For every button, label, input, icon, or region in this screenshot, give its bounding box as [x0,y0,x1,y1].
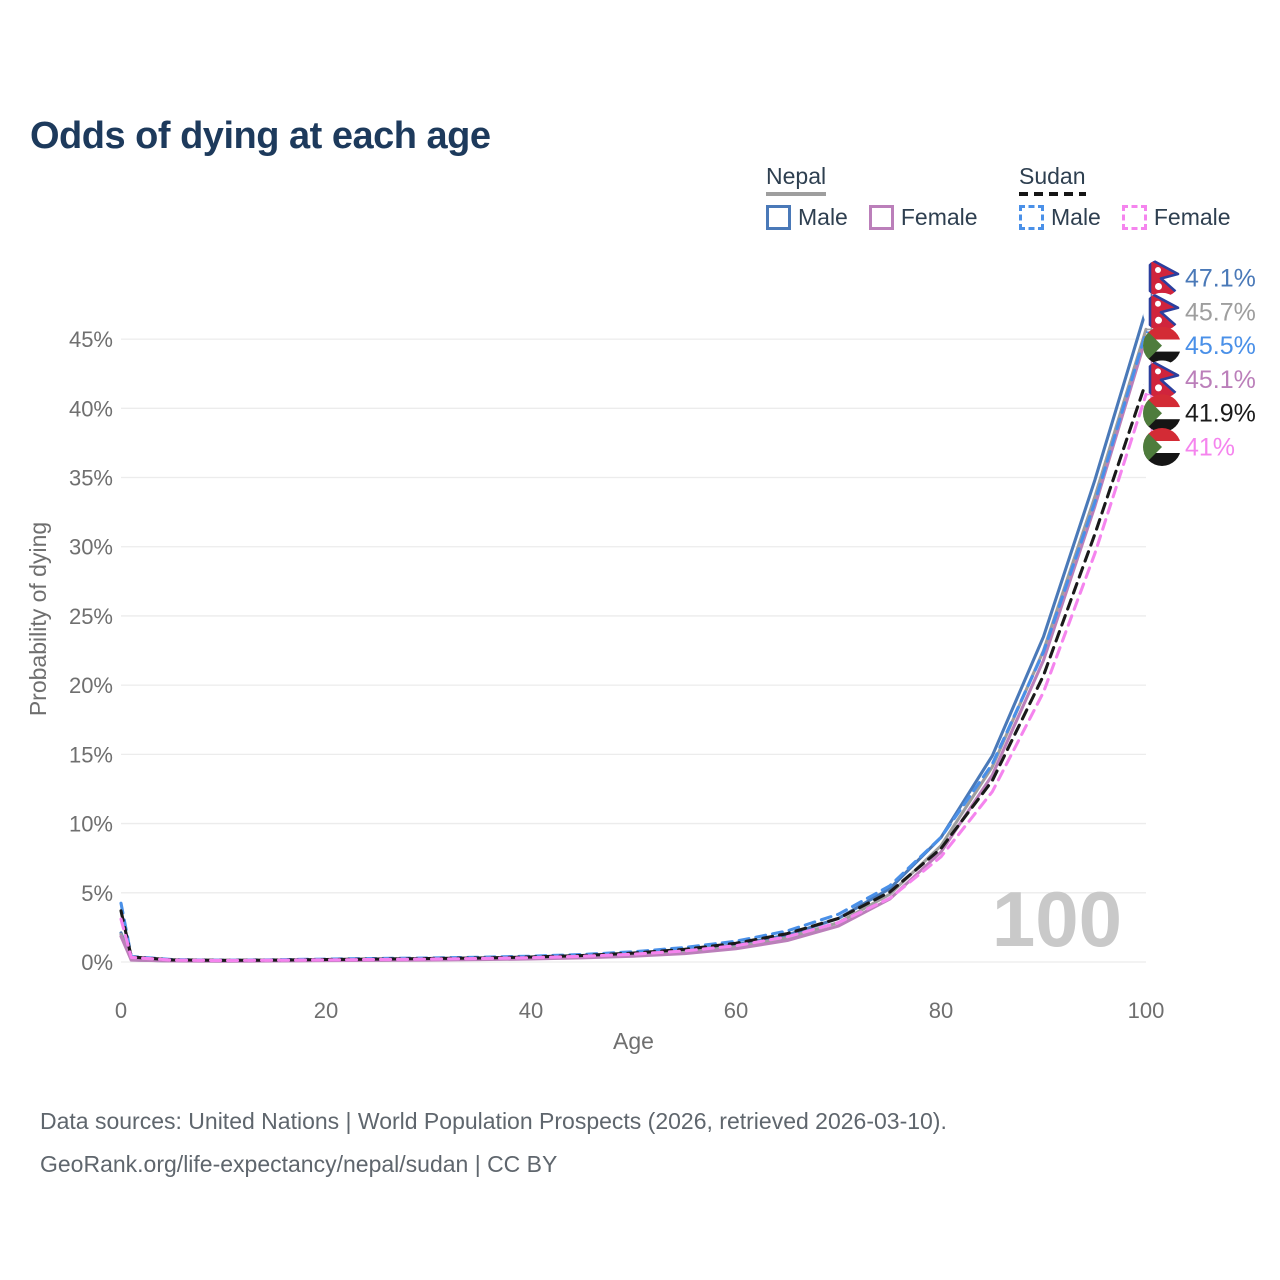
end-label-sudan-female: 41% [1185,434,1235,462]
legend-sudan-items: Male Female [1019,205,1252,230]
attribution-line: GeoRank.org/life-expectancy/nepal/sudan … [40,1151,558,1177]
legend-nepal-label: Nepal [766,163,827,189]
end-label-sudan-male: 45.5% [1185,332,1256,360]
age-watermark: 100 [992,875,1122,963]
y-tick-35: 35% [69,466,113,491]
nepal-flag-icon [1143,292,1181,331]
nepal-flag-icon [1143,360,1181,399]
nepal-line-style-swatch [766,192,827,196]
legend-nepal-items: Male Female [766,205,999,230]
nepal-flag-icon [1143,259,1181,297]
end-label-sudan-all: 41.9% [1185,400,1256,428]
sudan-flag-green-triangle [1143,428,1162,466]
end-label-nepal-all: 45.7% [1185,298,1256,326]
line-nepal-female[interactable] [119,336,1148,963]
x-tick-40: 40 [519,998,543,1023]
sudan-flag-icon [1143,428,1181,466]
y-tick-25: 25% [69,604,113,629]
line-nepal-all[interactable] [119,327,1148,963]
sudan-male-label[interactable]: Male [1051,204,1101,230]
nepal-flag-sun [1155,283,1162,290]
sudan-line-style-swatch [1019,192,1086,196]
sudan-female-swatch[interactable] [1121,205,1147,230]
line-sudan-male[interactable] [119,330,1148,962]
sudan-female-label[interactable]: Female [1153,204,1231,230]
y-axis-label: Probability of dying [25,522,51,716]
sudan-flag-icon [1143,394,1181,433]
x-tick-80: 80 [929,998,953,1023]
sudan-flag-green-triangle [1143,326,1162,365]
nepal-female-swatch[interactable] [868,205,894,230]
x-tick-0: 0 [115,998,127,1023]
y-tick-45: 45% [69,327,113,352]
data-source-line: Data sources: United Nations | World Pop… [40,1108,947,1134]
line-sudan-all[interactable] [119,380,1148,962]
page-title: Odds of dying at each age [30,115,491,158]
x-tick-60: 60 [724,998,748,1023]
nepal-male-label[interactable]: Male [798,204,848,230]
end-label-nepal-male: 47.1% [1185,265,1256,293]
y-tick-10: 10% [69,812,113,837]
y-tick-30: 30% [69,535,113,560]
y-tick-0: 0% [81,950,113,975]
nepal-female-label[interactable]: Female [900,204,978,230]
y-tick-5: 5% [81,881,113,906]
legend-group-nepal: Nepal Male Female [766,163,999,230]
nepal-flag-moon [1155,267,1161,273]
x-tick-20: 20 [314,998,338,1023]
legend-group-sudan: Sudan Male Female [1019,163,1252,230]
nepal-male-swatch[interactable] [766,205,791,230]
sudan-flag-green-triangle [1143,394,1162,433]
y-tick-15: 15% [69,742,113,767]
x-axis-label: Age [613,1028,654,1054]
nepal-flag-moon [1155,300,1161,307]
end-label-nepal-female: 45.1% [1185,366,1256,394]
sudan-male-swatch[interactable] [1019,205,1044,230]
nepal-flag-sun [1155,384,1162,392]
legend-sudan-label: Sudan [1019,163,1086,189]
sudan-flag-icon [1143,326,1181,365]
x-tick-100: 100 [1128,998,1165,1023]
line-nepal-male[interactable] [119,308,1148,963]
nepal-flag-sun [1155,316,1162,324]
legend-nepal-header: Nepal [766,163,827,196]
legend-sudan-header: Sudan [1019,163,1086,196]
footer: Data sources: United Nations | World Pop… [40,1108,947,1194]
line-sudan-female[interactable] [119,392,1148,963]
y-tick-20: 20% [69,673,113,698]
nepal-flag-moon [1155,368,1161,375]
y-tick-40: 40% [69,396,113,421]
